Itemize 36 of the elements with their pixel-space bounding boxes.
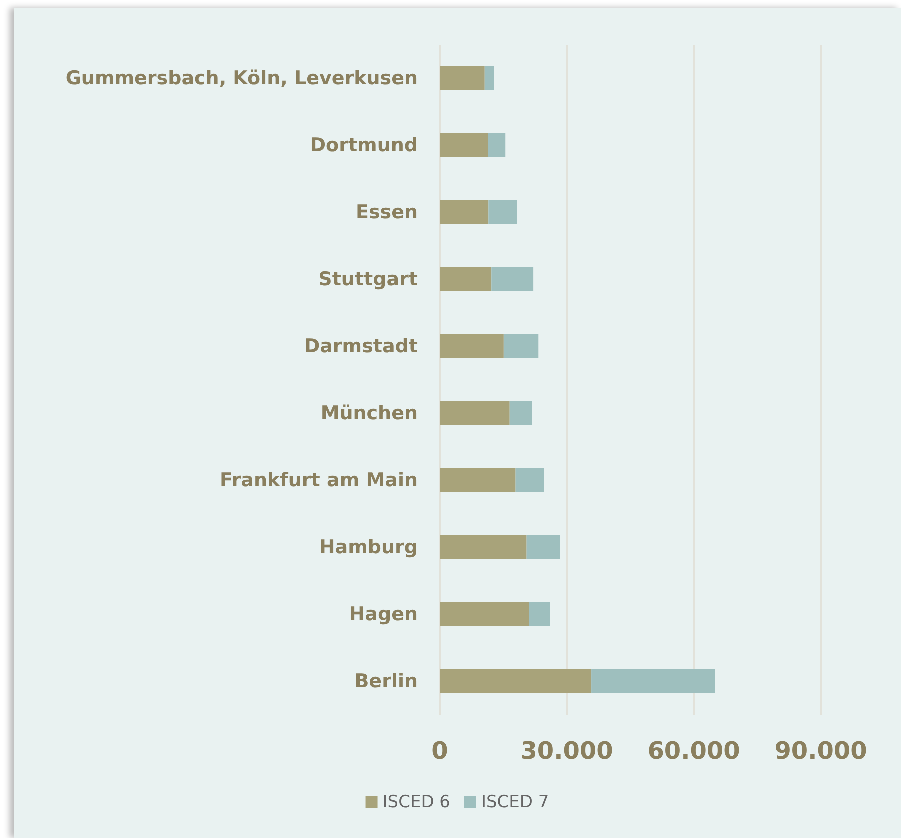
bar [488,200,518,224]
x-tick-label: 0 [432,737,448,765]
bar [440,536,527,560]
bar [440,468,516,492]
x-tick-label: 90.000 [774,737,868,765]
bar [504,334,539,358]
y-tick-label: Frankfurt am Main [220,470,418,492]
bar [440,334,504,358]
bar [510,402,532,426]
bar [529,602,550,626]
bar [440,670,592,694]
bar [492,268,534,292]
legend-label: ISCED 7 [482,792,550,812]
bar [526,536,560,560]
y-tick-label: Darmstadt [304,336,418,358]
bar [440,66,485,90]
y-tick-label: Hamburg [319,536,418,558]
bar [440,268,492,292]
legend-label: ISCED 6 [382,792,451,812]
bar [440,134,488,158]
y-tick-label: Essen [356,202,418,224]
bar [440,402,510,426]
bar [440,200,489,224]
x-tick-label: 30.000 [520,737,614,765]
bar [484,66,494,90]
y-tick-label: Gummersbach, Köln, Leverkusen [66,68,418,90]
bar [440,602,530,626]
y-tick-label: München [320,402,418,424]
bar [592,670,716,694]
x-tick-label: 60.000 [648,737,740,765]
bar [488,134,506,158]
y-tick-label: Dortmund [310,134,418,156]
y-tick-label: Berlin [354,670,418,692]
bar [516,468,544,492]
y-tick-label: Stuttgart [318,268,418,290]
y-tick-label: Hagen [349,604,418,626]
